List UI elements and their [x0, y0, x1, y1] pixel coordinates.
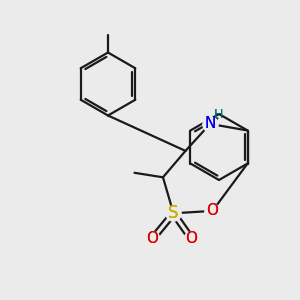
Text: S: S	[168, 204, 179, 222]
Text: H: H	[214, 108, 223, 121]
Text: S: S	[168, 204, 179, 222]
Text: O: O	[185, 231, 197, 246]
Text: N: N	[204, 116, 216, 131]
Text: O: O	[146, 231, 158, 246]
Text: H: H	[214, 108, 223, 121]
Text: O: O	[146, 231, 158, 246]
Text: N: N	[204, 116, 216, 131]
Text: O: O	[206, 203, 218, 218]
Text: O: O	[185, 231, 197, 246]
Text: O: O	[206, 203, 218, 218]
